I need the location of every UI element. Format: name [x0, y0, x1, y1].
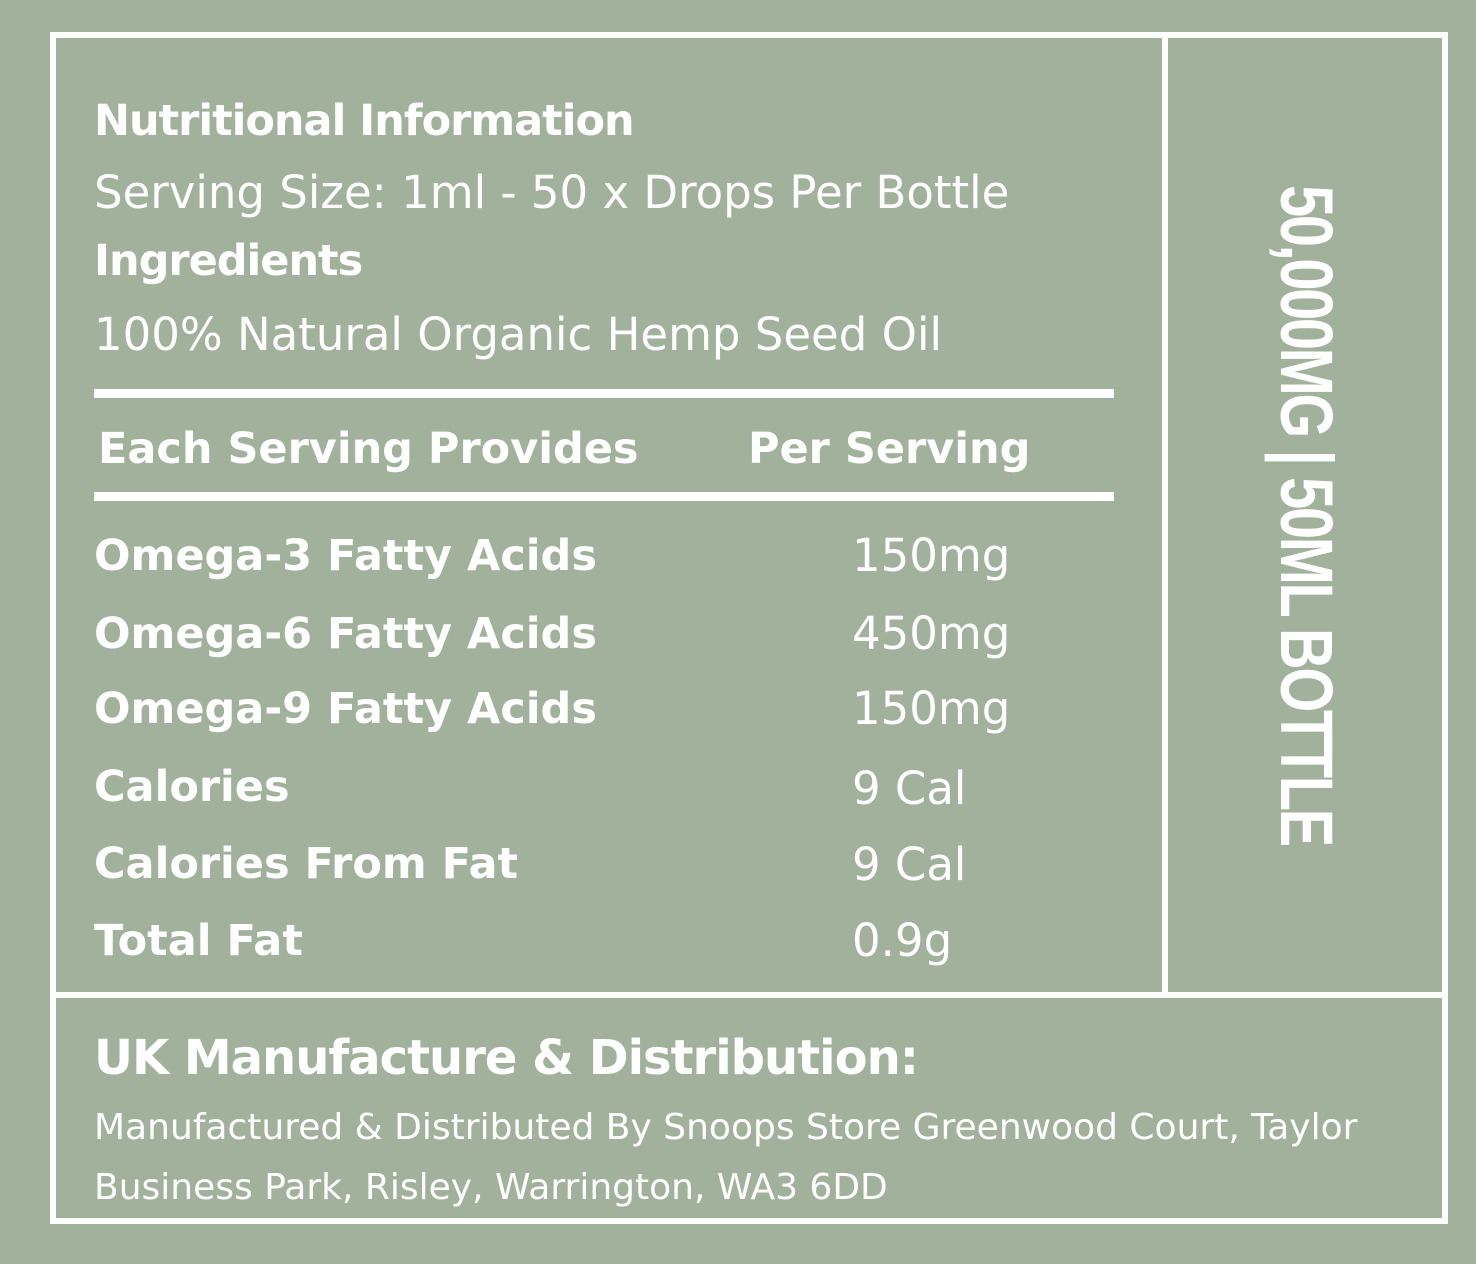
ingredients-heading: Ingredients	[94, 236, 363, 286]
nutrient-value: 9 Cal	[852, 762, 967, 815]
nutrient-name: Omega-3 Fatty Acids	[94, 531, 597, 581]
nutrition-title: Nutritional Information	[94, 96, 635, 146]
nutrient-name: Calories From Fat	[94, 839, 519, 889]
bottle-size-text: 50,000MG | 50ML BOTTLE	[1265, 185, 1348, 845]
vertical-divider	[1162, 32, 1168, 998]
column-header-nutrient: Each Serving Provides	[98, 424, 639, 474]
table-top-rule	[94, 389, 1114, 398]
nutrient-name: Omega-6 Fatty Acids	[94, 609, 597, 659]
ingredients-value: 100% Natural Organic Hemp Seed Oil	[94, 308, 943, 361]
nutrient-value: 150mg	[852, 682, 1011, 735]
column-header-per-serving: Per Serving	[748, 424, 1031, 474]
bottle-size-label: 50,000MG | 50ML BOTTLE	[1265, 92, 1348, 938]
manufacturer-heading: UK Manufacture & Distribution:	[94, 1030, 919, 1086]
nutrient-name: Omega-9 Fatty Acids	[94, 684, 597, 734]
manufacturer-address: Manufactured & Distributed By Snoops Sto…	[94, 1107, 1358, 1208]
nutrient-value: 150mg	[852, 529, 1011, 582]
serving-size: Serving Size: 1ml - 50 x Drops Per Bottl…	[94, 166, 1010, 219]
nutrient-value: 9 Cal	[852, 838, 967, 891]
table-header-rule	[94, 492, 1114, 501]
nutrient-value: 450mg	[852, 607, 1011, 660]
label-border	[50, 32, 1448, 1224]
nutrient-name: Calories	[94, 762, 290, 812]
horizontal-divider	[50, 992, 1448, 998]
nutrient-value: 0.9g	[852, 914, 953, 967]
nutrient-name: Total Fat	[94, 916, 303, 966]
